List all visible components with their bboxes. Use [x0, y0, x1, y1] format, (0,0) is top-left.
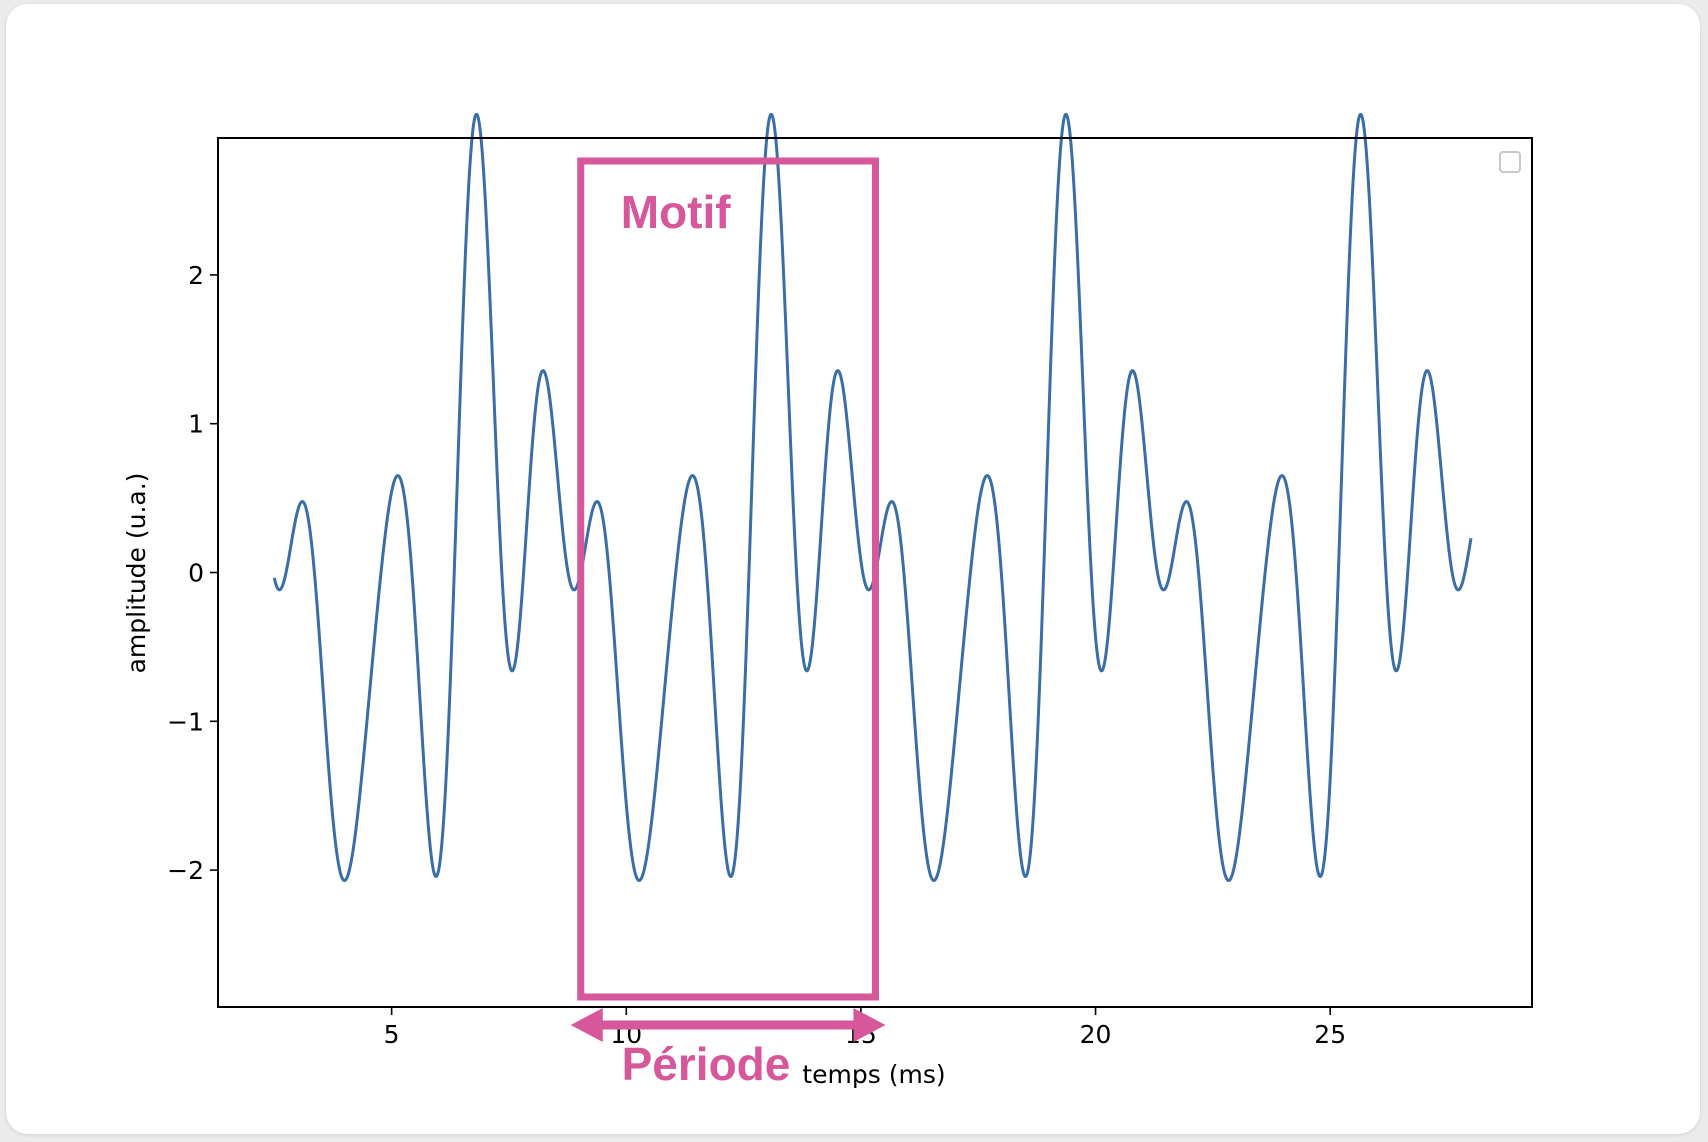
- y-axis-label: amplitude (u.a.): [122, 473, 151, 674]
- legend-box: [1499, 151, 1521, 173]
- chart-card: [6, 4, 1700, 1134]
- motif-label: Motif: [621, 186, 732, 238]
- y-tick-label: 2: [188, 261, 204, 290]
- y-tick-label: −2: [167, 856, 204, 885]
- motif-box: [577, 157, 879, 1001]
- plot-frame: [217, 137, 1533, 1008]
- periode-arrow-right-head: [853, 1008, 886, 1042]
- x-tick-label: 20: [1080, 1020, 1112, 1049]
- periode-label: Période: [622, 1038, 791, 1090]
- x-axis-label: temps (ms): [802, 1060, 945, 1089]
- periode-arrow-left-head: [570, 1008, 603, 1042]
- y-tick-label: 0: [188, 559, 204, 588]
- x-tick-label: 25: [1314, 1020, 1346, 1049]
- y-tick-label: −1: [167, 707, 204, 736]
- y-tick-label: 1: [188, 410, 204, 439]
- x-tick-label: 5: [384, 1020, 400, 1049]
